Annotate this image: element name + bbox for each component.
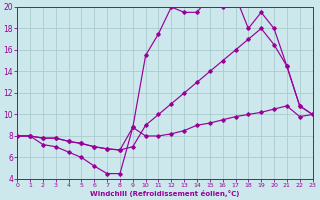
X-axis label: Windchill (Refroidissement éolien,°C): Windchill (Refroidissement éolien,°C) [90,190,240,197]
